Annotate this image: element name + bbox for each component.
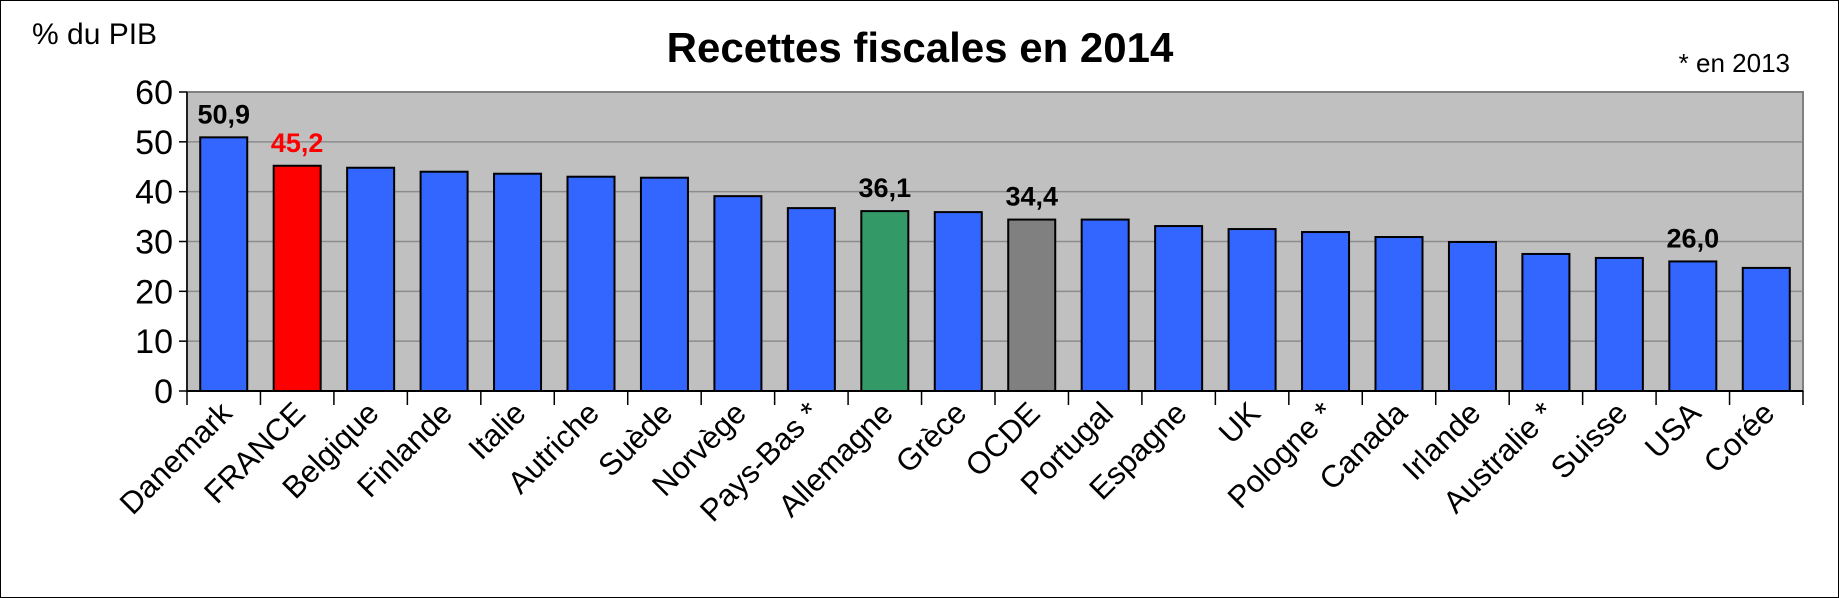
- bar-norvège: [713, 195, 763, 392]
- bar-uk: [1227, 228, 1277, 392]
- y-tick-label: 0: [154, 373, 173, 411]
- bar-canada: [1374, 236, 1424, 392]
- data-label: 45,2: [271, 128, 324, 158]
- bar-espagne: [1154, 225, 1204, 392]
- y-tick-label: 60: [135, 74, 173, 112]
- data-label: 26,0: [1667, 223, 1720, 253]
- bar-suède: [639, 176, 689, 392]
- bar-italie: [493, 172, 543, 392]
- y-tick-label: 40: [135, 174, 173, 212]
- bar-allemagne: [860, 210, 910, 392]
- y-tick-label: 30: [135, 224, 173, 262]
- bar-suisse: [1594, 256, 1644, 392]
- bar-finlande: [419, 170, 469, 392]
- bar-usa: [1668, 260, 1718, 392]
- y-axis-label: % du PIB: [32, 18, 157, 51]
- data-label: 34,4: [1005, 182, 1058, 212]
- y-tick-label: 10: [135, 323, 173, 361]
- bar-pologne: [1301, 231, 1351, 392]
- bar-portugal: [1080, 218, 1130, 392]
- bar-grèce: [933, 211, 983, 392]
- data-label: 36,1: [859, 173, 912, 203]
- data-label: 50,9: [197, 99, 250, 129]
- footnote: * en 2013: [1679, 48, 1790, 78]
- bar-ocde: [1007, 218, 1057, 392]
- bar-belgique: [346, 166, 396, 392]
- bar-irlande: [1447, 240, 1497, 392]
- y-tick-label: 20: [135, 273, 173, 311]
- y-tick-label: 50: [135, 124, 173, 162]
- bar-paysbas: [786, 207, 836, 392]
- bar-france: [272, 164, 322, 392]
- bar-danemark: [199, 136, 249, 392]
- bar-corée: [1741, 266, 1791, 392]
- bar-australie: [1521, 252, 1571, 392]
- bar-autriche: [566, 175, 616, 392]
- chart-title: Recettes fiscales en 2014: [667, 24, 1174, 71]
